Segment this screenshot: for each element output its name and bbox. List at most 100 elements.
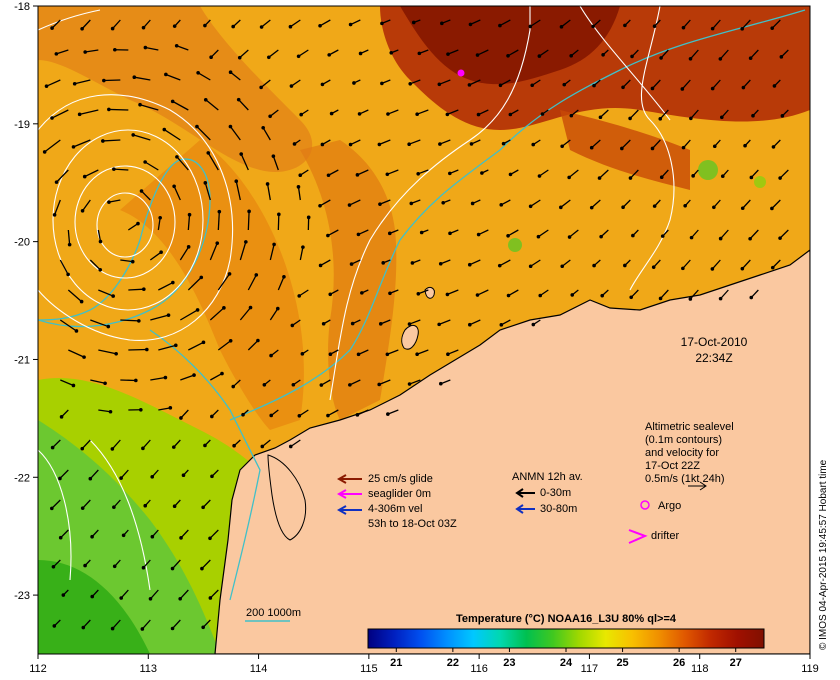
- colorbar-tick-label: 22: [447, 657, 459, 669]
- velocity-arrow-head: [378, 322, 383, 326]
- velocity-arrow-head: [168, 406, 173, 410]
- velocity-arrow: [209, 242, 218, 261]
- lon-tick-label: 116: [470, 663, 488, 675]
- velocity-arrow: [204, 182, 211, 201]
- velocity-arrow: [357, 409, 369, 416]
- velocity-arrow-head: [54, 180, 59, 184]
- velocity-arrow-head: [220, 371, 224, 376]
- velocity-arrow-head: [591, 24, 595, 29]
- colorbar-ramp: [367, 628, 765, 649]
- velocity-arrow: [201, 559, 211, 570]
- velocity-arrow-head: [499, 203, 504, 207]
- velocity-arrow: [720, 289, 729, 300]
- velocity-arrow: [591, 139, 601, 149]
- velocity-arrow: [173, 185, 181, 201]
- velocity-arrow-head: [601, 53, 605, 57]
- anmn-legend: ANMN 12h av. 0-30m 30-80m: [512, 471, 583, 515]
- glider-legend-item-4: 53h to 18-Oct 03Z: [368, 518, 457, 530]
- velocity-arrow-head: [196, 71, 200, 75]
- lon-tick-label: 119: [801, 663, 819, 675]
- velocity-arrow-head: [623, 23, 627, 28]
- velocity-arrow-head: [437, 82, 442, 87]
- velocity-arrow-head: [712, 144, 717, 149]
- velocity-arrow-head: [110, 26, 115, 31]
- velocity-arrow: [217, 340, 232, 351]
- velocity-arrow: [447, 49, 459, 55]
- velocity-arrow: [568, 169, 579, 178]
- velocity-arrow-head: [718, 296, 723, 301]
- velocity-arrow: [349, 199, 361, 206]
- timestamp-time: 22:34Z: [695, 351, 732, 365]
- colorbar-tick-label: 24: [560, 657, 573, 669]
- velocity-arrow: [327, 229, 339, 237]
- velocity-arrow: [60, 529, 69, 539]
- velocity-arrow-head: [689, 116, 693, 121]
- velocity-arrow-head: [357, 112, 362, 116]
- velocity-arrow-head: [348, 142, 353, 147]
- velocity-arrow-head: [377, 382, 381, 387]
- velocity-arrow: [205, 99, 219, 111]
- velocity-arrow-head: [751, 113, 755, 118]
- longitude-axis: 112 113 114 115 116 117 118 119: [29, 654, 819, 675]
- isobath-200m-west: [149, 329, 261, 601]
- velocity-arrow-head: [113, 47, 117, 52]
- velocity-arrow-head: [387, 231, 392, 236]
- velocity-arrow-head: [650, 86, 655, 91]
- warm-band-north: [38, 6, 313, 172]
- velocity-arrow: [409, 79, 421, 85]
- lon-tick-label: 112: [29, 663, 47, 675]
- velocity-arrow: [261, 19, 271, 28]
- velocity-arrow-head: [175, 155, 179, 159]
- anmn-arrow-blue-icon: [515, 504, 535, 514]
- velocity-arrow-head: [771, 145, 776, 149]
- velocity-arrow-head: [259, 85, 263, 90]
- velocity-arrow-head: [386, 412, 390, 416]
- velocity-arrow: [172, 559, 181, 569]
- colorbar-title: Temperature (°C) NOAA16_L3U 80% ql>=4: [456, 613, 677, 625]
- velocity-arrow-head: [163, 375, 168, 380]
- velocity-arrow-head: [691, 174, 695, 178]
- velocity-arrow-head: [179, 536, 183, 540]
- velocity-arrow: [711, 259, 721, 270]
- velocity-arrow-head: [437, 322, 441, 327]
- velocity-arrow: [499, 259, 511, 267]
- lon-tick-label: 114: [250, 663, 268, 675]
- velocity-arrow: [538, 229, 549, 238]
- velocity-arrow: [771, 19, 781, 29]
- velocity-arrow: [660, 289, 669, 299]
- velocity-arrow-head: [145, 347, 149, 352]
- velocity-arrow-head: [80, 208, 85, 213]
- velocity-arrow: [500, 79, 511, 86]
- velocity-arrow-head: [201, 505, 205, 510]
- velocity-arrow-head: [506, 233, 510, 238]
- velocity-arrow: [416, 109, 429, 115]
- velocity-arrow-head: [326, 413, 330, 418]
- timestamp-date: 17-Oct-2010: [681, 335, 748, 349]
- velocity-arrow-head: [352, 81, 356, 85]
- velocity-arrow: [438, 319, 451, 325]
- velocity-arrow: [560, 199, 571, 208]
- cool-eddy-patch-2: [508, 238, 522, 252]
- velocity-arrow-head: [501, 141, 506, 146]
- velocity-arrow: [530, 199, 541, 207]
- lat-tick-label: -19: [14, 119, 30, 131]
- velocity-arrow-head: [271, 154, 276, 158]
- velocity-arrow: [387, 349, 399, 355]
- velocity-arrow-head: [562, 82, 567, 87]
- velocity-arrow-head: [143, 503, 148, 508]
- velocity-arrow: [260, 79, 271, 88]
- velocity-arrow: [113, 168, 129, 171]
- velocity-arrow-head: [244, 240, 248, 244]
- velocity-arrow: [569, 229, 579, 238]
- velocity-arrow-head: [467, 262, 472, 267]
- lat-tick-label: -20: [14, 237, 30, 249]
- velocity-arrow: [771, 199, 781, 209]
- velocity-arrow-head: [440, 21, 444, 26]
- velocity-arrow-head: [498, 83, 503, 88]
- velocity-arrow: [319, 199, 331, 207]
- velocity-arrow-head: [108, 409, 113, 414]
- velocity-arrow-head: [98, 239, 103, 244]
- velocity-arrow-head: [172, 24, 177, 28]
- velocity-arrow: [350, 139, 361, 146]
- velocity-arrow: [477, 49, 489, 56]
